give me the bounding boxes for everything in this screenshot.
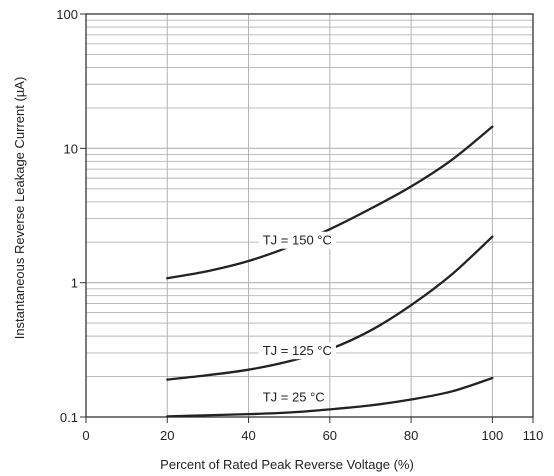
curve-label-bg — [258, 231, 336, 249]
x-tick-label: 100 — [482, 428, 504, 443]
y-tick-label: 100 — [56, 7, 78, 22]
y-tick-label: 1 — [71, 276, 78, 291]
x-tick-label: 60 — [323, 428, 337, 443]
curve-label-3: TJ = 25 °C — [263, 390, 325, 405]
curve-label-2: TJ = 125 °C — [263, 343, 332, 358]
curve-3 — [166, 376, 494, 418]
x-tick-label: 20 — [160, 428, 174, 443]
curve-label-bg — [258, 388, 329, 406]
x-tick-label: 80 — [404, 428, 418, 443]
curve-label-1: TJ = 150 °C — [263, 233, 332, 248]
x-tick-label: 40 — [241, 428, 255, 443]
y-tick-label: 10 — [64, 141, 78, 156]
x-tick-label: 110 — [523, 428, 544, 443]
grid-layer — [86, 14, 533, 418]
plot-frame — [85, 13, 534, 418]
x-tick-label: 0 — [82, 428, 89, 443]
curve-label-bg — [258, 342, 336, 360]
axis-layer — [80, 13, 534, 423]
y-axis-title: Instantaneous Reverse Leakage Current (µ… — [12, 77, 27, 340]
curve-1 — [166, 125, 494, 280]
x-axis-title: Percent of Rated Peak Reverse Voltage (%… — [160, 457, 414, 472]
y-tick-label: 0.1 — [60, 410, 78, 425]
